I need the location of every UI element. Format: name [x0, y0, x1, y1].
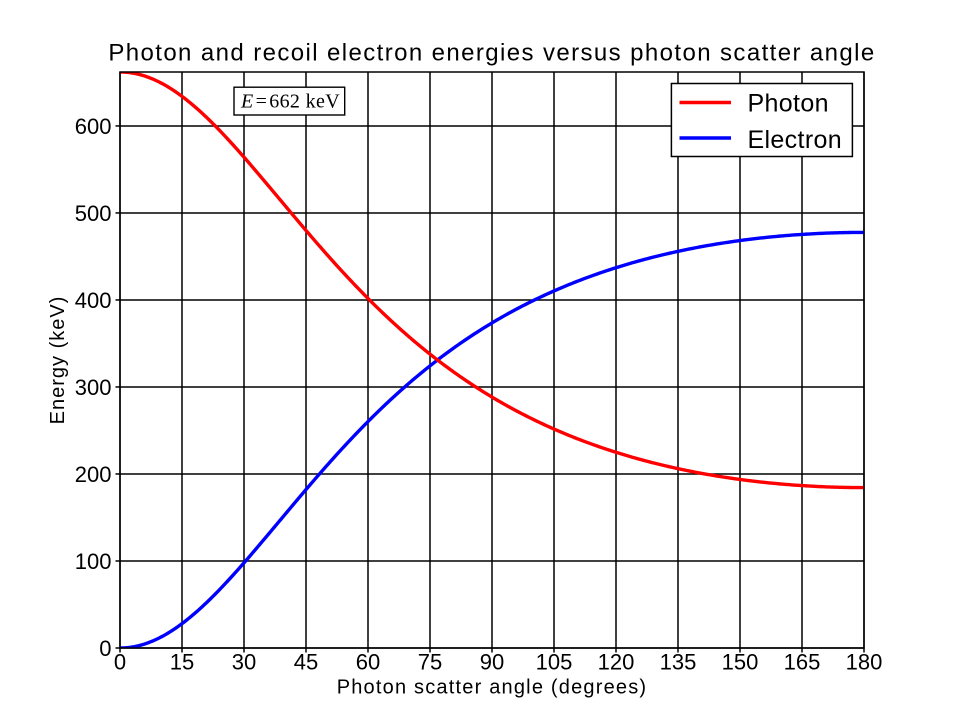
svg-text:300: 300 — [75, 375, 112, 400]
svg-text:135: 135 — [660, 649, 697, 674]
svg-text:105: 105 — [536, 649, 573, 674]
svg-text:165: 165 — [784, 649, 821, 674]
svg-text:75: 75 — [418, 649, 442, 674]
svg-text:150: 150 — [722, 649, 759, 674]
svg-text:400: 400 — [75, 288, 112, 313]
svg-text:0: 0 — [114, 649, 126, 674]
svg-text:90: 90 — [480, 649, 504, 674]
svg-text:Photon scatter angle (degrees): Photon scatter angle (degrees) — [337, 677, 648, 699]
svg-text:120: 120 — [598, 649, 635, 674]
svg-text:Photon: Photon — [748, 90, 829, 118]
svg-text:200: 200 — [75, 462, 112, 487]
svg-text:30: 30 — [232, 649, 256, 674]
svg-text:E=662 keV: E = 662 keV — [240, 91, 340, 113]
svg-text:Energy (keV): Energy (keV) — [47, 296, 69, 425]
svg-text:600: 600 — [75, 114, 112, 139]
svg-text:Photon and recoil electron ene: Photon and recoil electron energies vers… — [108, 40, 875, 67]
svg-text:180: 180 — [846, 649, 883, 674]
svg-text:Electron: Electron — [748, 126, 843, 154]
svg-text:100: 100 — [75, 549, 112, 574]
svg-text:0: 0 — [99, 636, 111, 661]
svg-text:15: 15 — [170, 649, 194, 674]
svg-text:45: 45 — [294, 649, 318, 674]
svg-text:500: 500 — [75, 201, 112, 226]
svg-text:60: 60 — [356, 649, 380, 674]
